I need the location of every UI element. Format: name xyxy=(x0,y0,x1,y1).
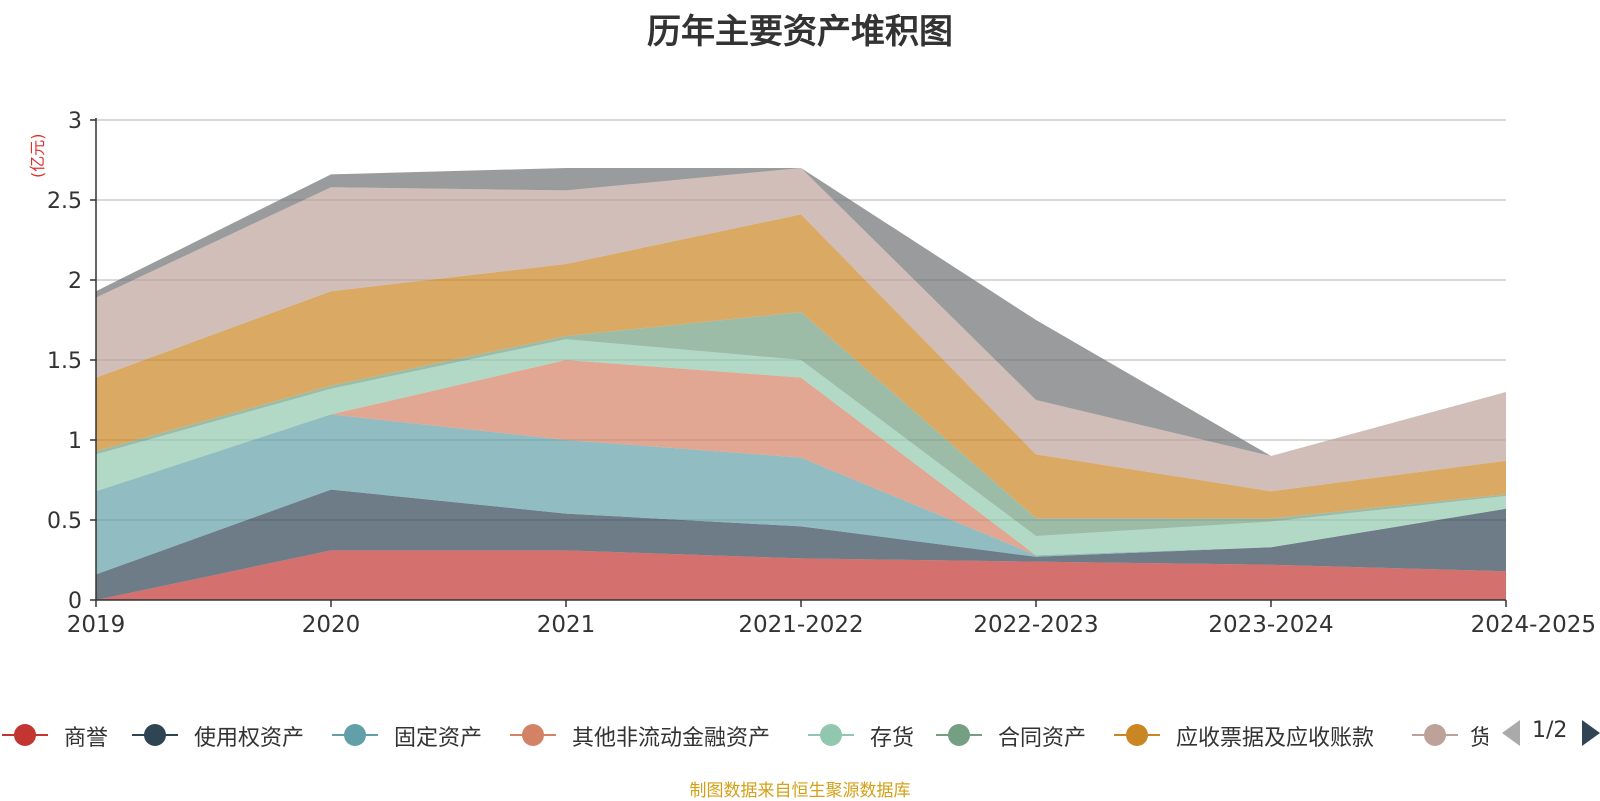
stacked-area-chart: 0 0.5 1 1.5 2 2.5 3 2019 2020 2021 2021-2022 2022-2… xyxy=(47,109,1596,638)
y-tick-label: 1.5 xyxy=(47,349,82,374)
x-tick-label: 2021 xyxy=(537,612,596,638)
area-series-0[interactable] xyxy=(96,550,1506,600)
pager-next-icon[interactable] xyxy=(1580,718,1600,748)
area-series-1[interactable] xyxy=(96,489,1506,600)
legend-label: 应收票据及应收账款 xyxy=(1176,726,1375,751)
legend-swatch-icon xyxy=(510,724,556,746)
x-tick-label: 2020 xyxy=(302,612,361,638)
legend-label: 使用权资产 xyxy=(194,726,305,751)
y-tick-label: 0.5 xyxy=(47,509,82,534)
y-tick-label: 2 xyxy=(68,269,82,294)
legend-swatch-icon xyxy=(132,724,178,746)
legend-swatch-icon xyxy=(2,724,48,746)
x-tick-label: 2022-2023 xyxy=(973,612,1098,638)
area-series[interactable] xyxy=(96,168,1506,600)
axes: 0 0.5 1 1.5 2 2.5 3 2019 2020 2021 2021-2022 2022-2… xyxy=(47,109,1596,638)
y-tick-label: 2.5 xyxy=(47,189,82,214)
legend-label: 存货 xyxy=(870,726,915,751)
legend-swatch-icon xyxy=(808,724,854,746)
y-tick-label: 3 xyxy=(68,109,82,134)
legend-label: 商誉 xyxy=(64,726,109,751)
y-tick-label: 1 xyxy=(68,429,82,454)
pager-prev-icon[interactable] xyxy=(1500,718,1522,748)
data-source-note: 制图数据来自恒生聚源数据库 xyxy=(689,781,911,801)
legend-swatch-icon xyxy=(936,724,982,746)
area-series-7[interactable] xyxy=(96,168,1506,492)
legend-label: 固定资产 xyxy=(394,726,483,751)
area-series-6[interactable] xyxy=(96,214,1506,519)
x-tick-label: 2019 xyxy=(67,612,126,638)
legend[interactable]: 商誉 使用权资产 固定资产 其他非流动金融资产 存货 合同资产 应收票据及应收账款 货币资金 xyxy=(0,713,1600,757)
legend-label: 合同资产 xyxy=(998,726,1087,751)
legend-swatch-icon xyxy=(1412,724,1458,746)
legend-item-7[interactable]: 货币资金 xyxy=(1410,713,1488,757)
x-tick-label: 2024-2025 xyxy=(1471,612,1596,638)
x-tick-label: 2023-2024 xyxy=(1208,612,1333,638)
x-tick-label: 2021-2022 xyxy=(738,612,863,638)
legend-label: 其他非流动金融资产 xyxy=(572,726,771,751)
legend-swatch-icon xyxy=(1114,724,1160,746)
area-series-2[interactable] xyxy=(96,414,1506,575)
area-series-5[interactable] xyxy=(96,312,1506,536)
pager-text: 1/2 xyxy=(1532,718,1568,743)
y-tick-label: 0 xyxy=(68,589,82,614)
area-series-3[interactable] xyxy=(96,360,1506,556)
legend-pager[interactable]: 1/2 xyxy=(1500,712,1600,756)
legend-swatch-icon xyxy=(332,724,378,746)
chart-title: 历年主要资产堆积图 xyxy=(647,12,953,52)
legend-label: 货币资金 xyxy=(1470,726,1488,751)
